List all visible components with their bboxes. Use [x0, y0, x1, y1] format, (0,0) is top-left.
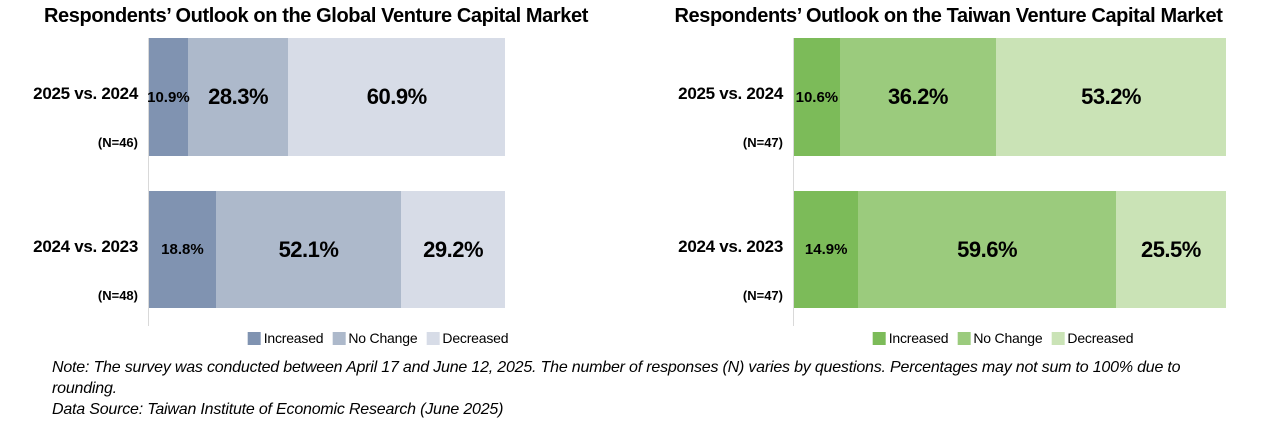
n-count-label: (N=48) — [97, 288, 138, 303]
category-label: 2024 vs. 2023 — [678, 237, 783, 256]
bar-segment-decreased: 60.9% — [288, 38, 505, 156]
n-count-label: (N=47) — [742, 288, 783, 303]
bar-segment-increased: 18.8% — [149, 191, 216, 308]
chart-title-global: Respondents’ Outlook on the Global Ventu… — [44, 5, 588, 27]
bar-global-2024-vs-2023: 18.8% 52.1% 29.2% — [149, 191, 505, 308]
category-label: 2025 vs. 2024 — [33, 84, 138, 103]
legend-taiwan: Increased No Change Decreased — [872, 330, 1134, 346]
bar-segment-decreased: 25.5% — [1115, 191, 1226, 308]
bar-global-2025-vs-2024: 10.9% 28.3% 60.9% — [147, 38, 505, 156]
segment-value-label: 14.9% — [804, 241, 848, 258]
source-text: Data Source: Taiwan Institute of Economi… — [52, 401, 504, 418]
bar-segment-no-change: 28.3% — [187, 38, 289, 156]
note-text: Note: The survey was conducted between A… — [52, 359, 1181, 397]
legend-global: Increased No Change Decreased — [247, 330, 509, 346]
plot-area-taiwan: 10.6% 36.2% 53.2% 14.9% 59.6% 25.5% — [793, 38, 1226, 326]
row-label-global-2024: 2024 vs. 2023 (N=48) — [0, 191, 138, 309]
bar-segment-decreased: 53.2% — [996, 38, 1226, 156]
category-label: 2024 vs. 2023 — [33, 237, 138, 256]
segment-value-label: 25.5% — [1140, 236, 1201, 262]
segment-value-label: 53.2% — [1081, 84, 1141, 109]
segment-value-label: 29.2% — [423, 236, 484, 262]
row-label-taiwan-2025: 2025 vs. 2024 (N=47) — [632, 38, 783, 156]
legend-swatch-no-change — [957, 331, 971, 345]
legend-item-no-change: No Change — [957, 330, 1043, 346]
legend-label: Decreased — [442, 330, 509, 346]
chart-taiwan-vc-market: Respondents’ Outlook on the Taiwan Ventu… — [632, 0, 1265, 356]
footnote: Note: The survey was conducted between A… — [52, 357, 1222, 420]
segment-value-label: 60.9% — [366, 84, 427, 109]
legend-swatch-decreased — [426, 331, 440, 345]
plot-area-global: 10.9% 28.3% 60.9% 18.8% 52.1% 29.2% — [147, 38, 505, 326]
bar-segment-increased: 10.9% — [147, 38, 190, 156]
bar-segment-decreased: 29.2% — [401, 191, 505, 308]
row-label-global-2025: 2025 vs. 2024 (N=46) — [0, 38, 138, 156]
legend-swatch-decreased — [1051, 331, 1065, 345]
chart-global-vc-market: Respondents’ Outlook on the Global Ventu… — [0, 0, 632, 356]
legend-swatch-increased — [247, 331, 261, 345]
bar-segment-no-change: 52.1% — [215, 191, 402, 308]
legend-label: Increased — [888, 330, 949, 346]
legend-item-decreased: Decreased — [426, 330, 509, 346]
legend-item-increased: Increased — [872, 330, 949, 346]
bar-segment-increased: 10.6% — [794, 38, 840, 156]
bar-taiwan-2025-vs-2024: 10.6% 36.2% 53.2% — [794, 38, 1226, 156]
segment-value-label: 28.3% — [208, 84, 269, 109]
segment-value-label: 36.2% — [888, 84, 948, 109]
legend-item-increased: Increased — [247, 330, 324, 346]
legend-label: Decreased — [1067, 330, 1134, 346]
n-count-label: (N=46) — [97, 135, 138, 150]
legend-label: Increased — [263, 330, 324, 346]
legend-label: No Change — [973, 330, 1043, 346]
legend-item-no-change: No Change — [332, 330, 418, 346]
bar-segment-no-change: 36.2% — [839, 38, 997, 156]
segment-value-label: 59.6% — [957, 236, 1018, 262]
bar-segment-no-change: 59.6% — [858, 191, 1116, 308]
legend-swatch-increased — [872, 331, 886, 345]
segment-value-label: 10.9% — [147, 88, 190, 106]
segment-value-label: 10.6% — [795, 88, 839, 106]
n-count-label: (N=47) — [742, 135, 783, 150]
chart-title-taiwan: Respondents’ Outlook on the Taiwan Ventu… — [674, 5, 1223, 27]
bar-segment-increased: 14.9% — [794, 191, 859, 308]
segment-value-label: 18.8% — [161, 241, 204, 258]
row-label-taiwan-2024: 2024 vs. 2023 (N=47) — [632, 191, 783, 309]
legend-label: No Change — [348, 330, 418, 346]
legend-swatch-no-change — [332, 331, 346, 345]
bar-taiwan-2024-vs-2023: 14.9% 59.6% 25.5% — [794, 191, 1226, 308]
legend-item-decreased: Decreased — [1051, 330, 1134, 346]
category-label: 2025 vs. 2024 — [678, 84, 783, 103]
segment-value-label: 52.1% — [278, 236, 339, 262]
